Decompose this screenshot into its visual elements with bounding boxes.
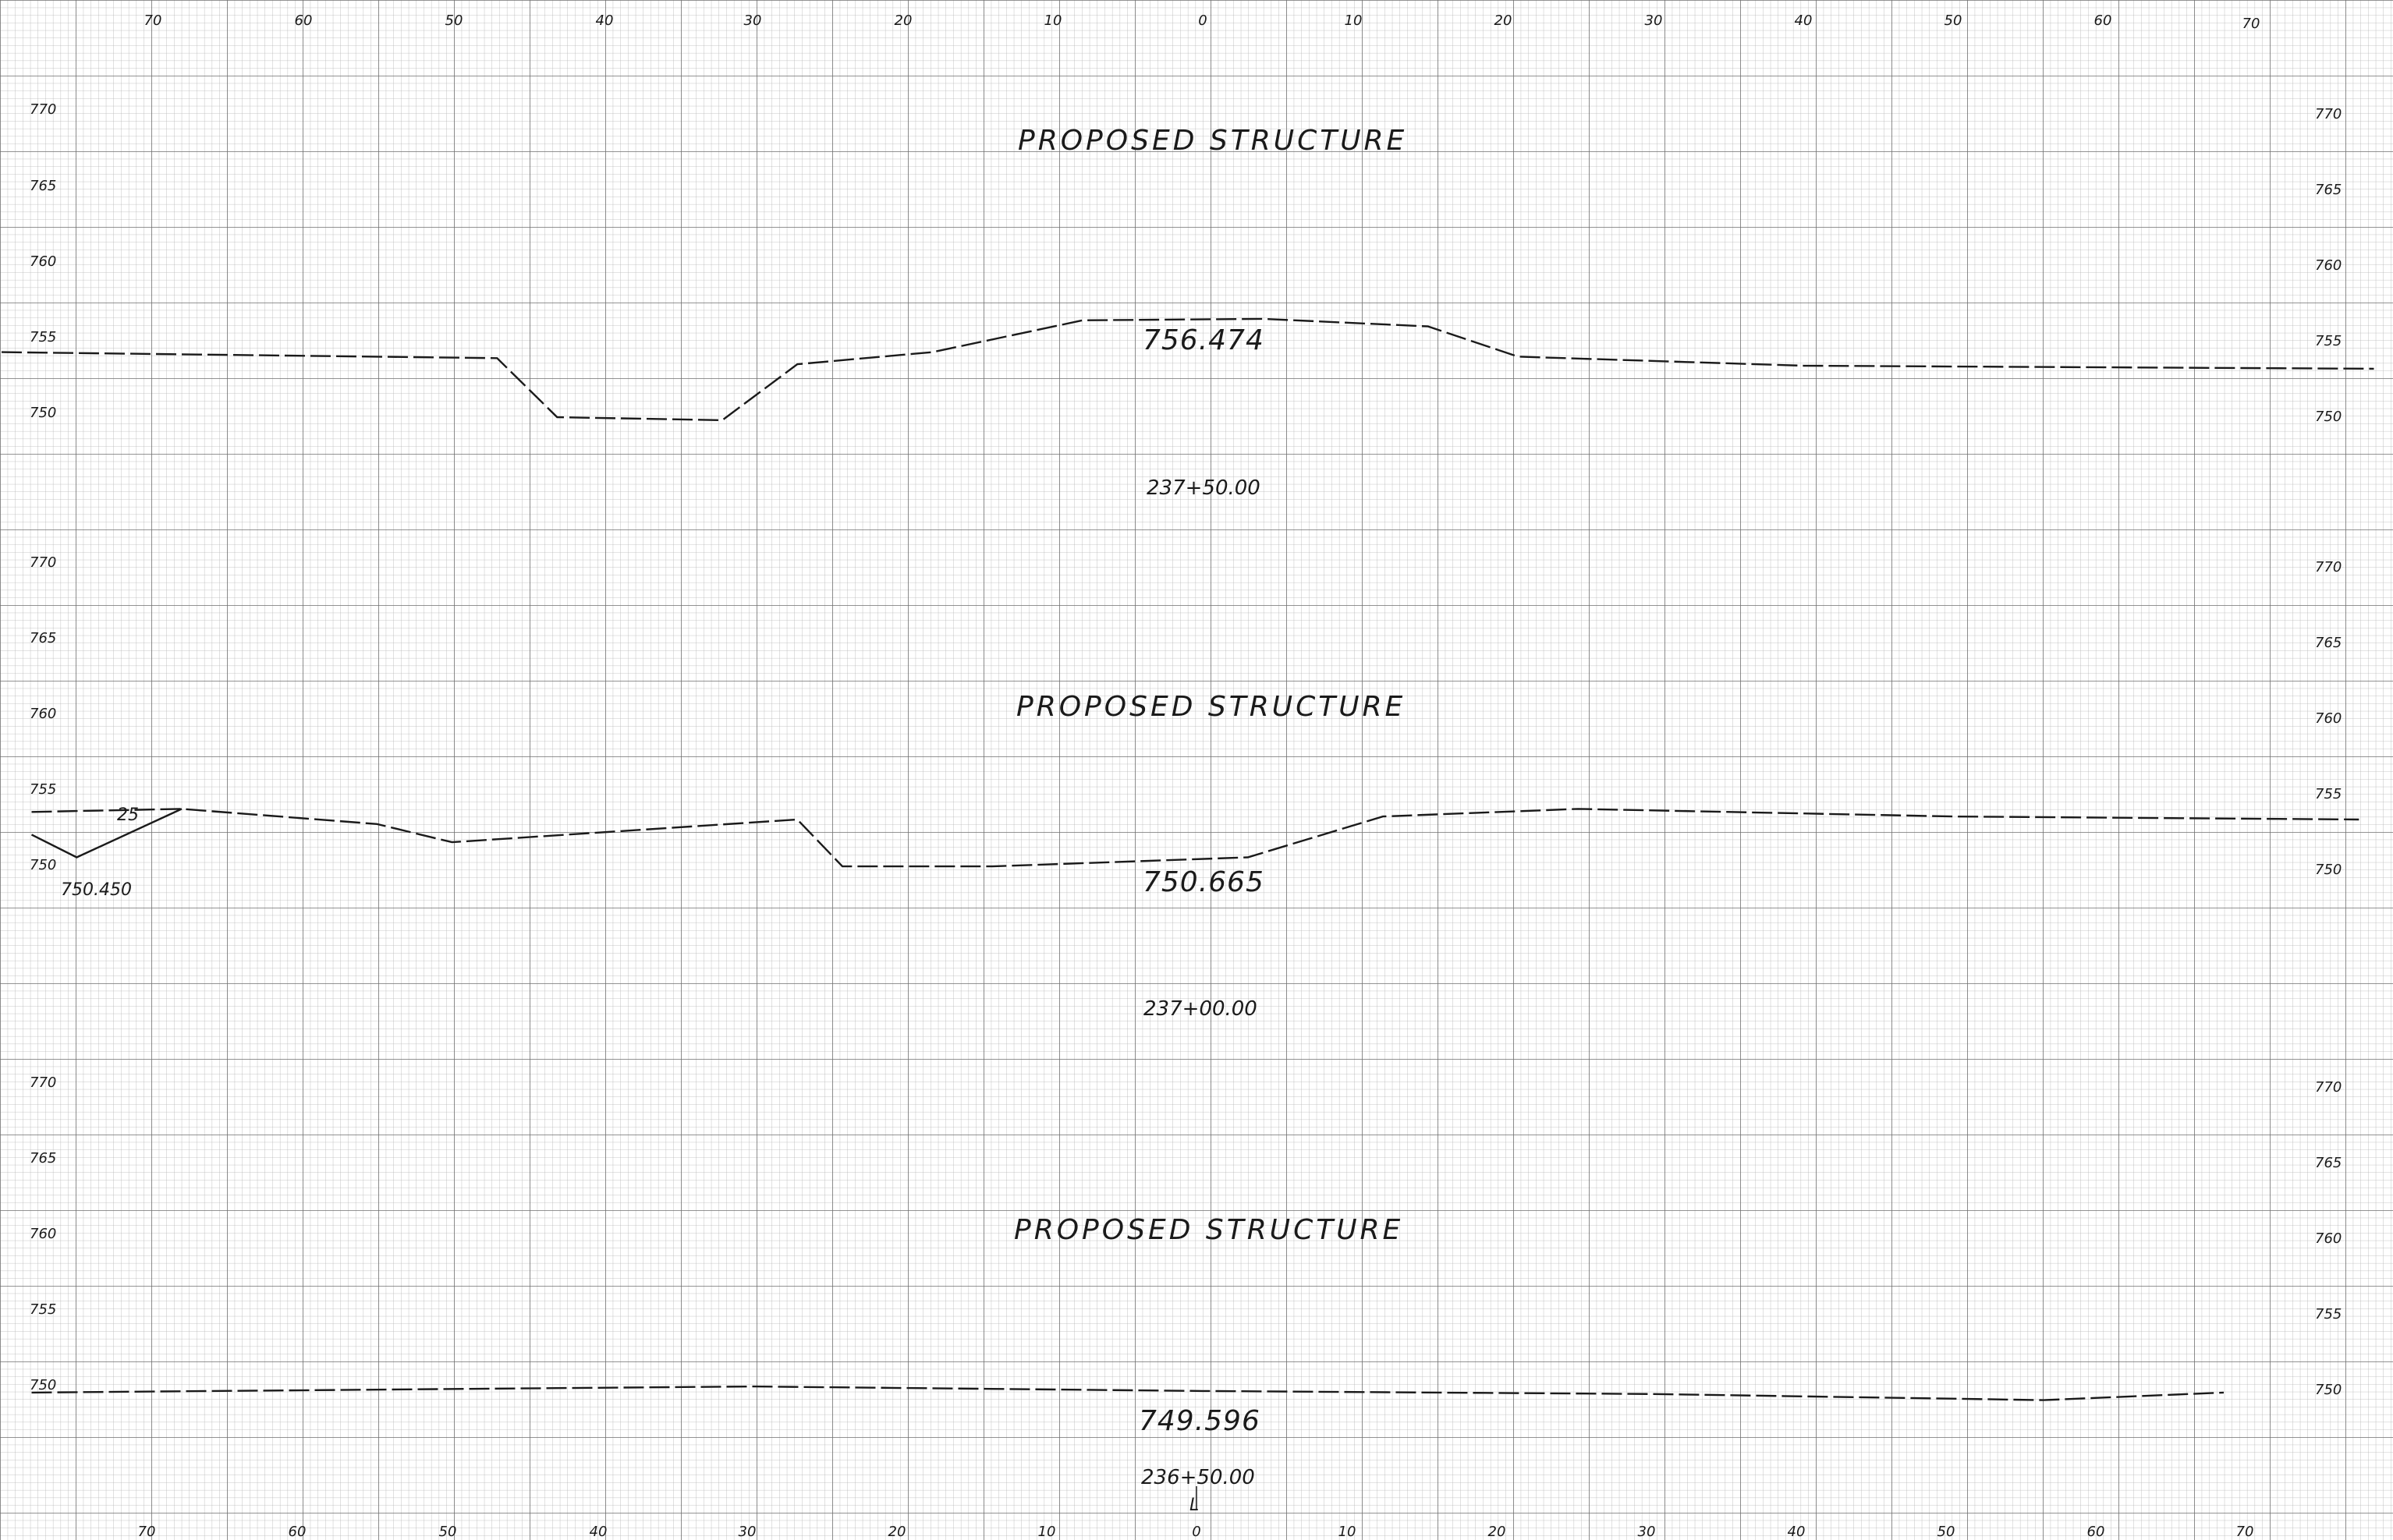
elev-tick-label: 750 bbox=[2315, 1382, 2342, 1398]
section-3-right-elevation-labels: 770 765 760 755 750 bbox=[2315, 1079, 2342, 1398]
bottom-axis-center: 0 bbox=[1192, 1524, 1200, 1540]
section-237-100: 770 765 760 755 750 770 765 760 755 750 … bbox=[30, 554, 2359, 1021]
top-axis-right-10: 10 bbox=[1345, 12, 1363, 29]
bottom-axis-right-60: 60 bbox=[2087, 1524, 2105, 1540]
elev-tick-label: 755 bbox=[2315, 786, 2342, 802]
elev-tick-label: 760 bbox=[30, 253, 56, 270]
bottom-axis-right-50: 50 bbox=[1937, 1524, 1955, 1540]
top-axis-right-60: 60 bbox=[2094, 12, 2112, 29]
section-1-elevation-label: 756.474 bbox=[1143, 324, 1264, 356]
elev-tick-label: 760 bbox=[2315, 1230, 2342, 1247]
bottom-axis-right-30: 30 bbox=[1638, 1524, 1656, 1540]
elev-tick-label: 770 bbox=[2315, 106, 2342, 122]
section-2-side-profile bbox=[30, 808, 183, 859]
elev-tick-label: 760 bbox=[30, 1226, 56, 1242]
top-axis-right-30: 30 bbox=[1645, 12, 1663, 29]
elev-tick-label: 765 bbox=[2315, 1155, 2342, 1171]
section-1-right-elevation-labels: 770 765 760 755 750 bbox=[2315, 106, 2342, 425]
top-axis-left-30: 30 bbox=[744, 12, 762, 29]
section-1-station-label: 237+50.00 bbox=[1147, 476, 1260, 500]
bottom-axis-right-40: 40 bbox=[1788, 1524, 1806, 1540]
bottom-axis-left-10: 10 bbox=[1038, 1524, 1056, 1540]
top-axis-left-70: 70 bbox=[144, 12, 162, 29]
elev-tick-label: 750 bbox=[30, 857, 56, 873]
elev-tick-label: 750 bbox=[2315, 862, 2342, 878]
bottom-axis-right-70: 70 bbox=[2236, 1524, 2254, 1540]
section-3-title: PROPOSED STRUCTURE bbox=[1014, 1214, 1403, 1246]
section-2-side-mark: 25 bbox=[117, 805, 139, 825]
section-2-right-elevation-labels: 770 765 760 755 750 bbox=[2315, 559, 2342, 878]
elev-tick-label: 755 bbox=[30, 1301, 56, 1318]
top-axis-center: 0 bbox=[1198, 12, 1207, 29]
bottom-axis-left-40: 40 bbox=[590, 1524, 608, 1540]
top-axis-left-10: 10 bbox=[1044, 12, 1062, 29]
elev-tick-label: 765 bbox=[30, 178, 56, 194]
bottom-offset-axis: 70 60 50 40 30 20 10 0 10 20 30 40 50 60… bbox=[138, 1524, 2254, 1540]
elev-tick-label: 760 bbox=[30, 706, 56, 722]
elev-tick-label: 750 bbox=[30, 405, 56, 421]
section-2-title: PROPOSED STRUCTURE bbox=[1016, 691, 1406, 723]
elev-tick-label: 760 bbox=[2315, 710, 2342, 727]
elev-tick-label: 765 bbox=[30, 630, 56, 646]
section-236-150: 770 765 760 755 750 770 765 760 755 750 … bbox=[30, 1074, 2342, 1515]
section-1-left-elevation-labels: 770 765 760 755 750 bbox=[30, 101, 56, 421]
bottom-axis-left-30: 30 bbox=[739, 1524, 757, 1540]
bottom-axis-left-60: 60 bbox=[289, 1524, 307, 1540]
bottom-axis-left-20: 20 bbox=[888, 1524, 906, 1540]
section-3-station-label: 236+50.00 bbox=[1141, 1466, 1255, 1489]
elev-tick-label: 750 bbox=[2315, 409, 2342, 425]
elev-tick-label: 755 bbox=[2315, 333, 2342, 349]
bottom-axis-right-10: 10 bbox=[1338, 1524, 1356, 1540]
top-axis-right-20: 20 bbox=[1494, 12, 1512, 29]
section-3-elevation-label: 749.596 bbox=[1139, 1405, 1260, 1437]
top-axis-left-60: 60 bbox=[295, 12, 313, 29]
elev-tick-label: 770 bbox=[30, 101, 56, 118]
elev-tick-label: 760 bbox=[2315, 257, 2342, 274]
elev-tick-label: 755 bbox=[2315, 1306, 2342, 1322]
elev-tick-label: 765 bbox=[30, 1150, 56, 1167]
bottom-axis-right-20: 20 bbox=[1488, 1524, 1506, 1540]
section-2-station-label: 237+00.00 bbox=[1143, 997, 1257, 1021]
top-axis-right-70: 70 bbox=[2242, 16, 2260, 32]
section-1-title: PROPOSED STRUCTURE bbox=[1018, 125, 1407, 157]
section-2-left-elevation-labels: 770 765 760 755 750 bbox=[30, 554, 56, 873]
elev-tick-label: 750 bbox=[30, 1377, 56, 1393]
elev-tick-label: 770 bbox=[2315, 559, 2342, 575]
bottom-axis-left-70: 70 bbox=[138, 1524, 156, 1540]
section-237-150: 770 765 760 755 750 770 765 760 755 750 … bbox=[1, 101, 2374, 500]
section-3-centerline-mark: L bbox=[1189, 1496, 1199, 1515]
elev-tick-label: 765 bbox=[2315, 635, 2342, 651]
bottom-axis-left-50: 50 bbox=[439, 1524, 457, 1540]
top-offset-axis: 70 60 50 40 30 20 10 0 10 20 30 40 50 60… bbox=[144, 12, 2260, 32]
elev-tick-label: 765 bbox=[2315, 182, 2342, 198]
elev-tick-label: 770 bbox=[30, 1074, 56, 1091]
section-1-ground-profile bbox=[1, 317, 2374, 422]
section-2-elevation-label: 750.665 bbox=[1143, 866, 1264, 898]
elev-tick-label: 770 bbox=[30, 554, 56, 571]
elev-tick-label: 755 bbox=[30, 781, 56, 798]
top-axis-left-50: 50 bbox=[445, 12, 463, 29]
section-2-side-elevation-label: 750.450 bbox=[61, 880, 132, 900]
top-axis-right-50: 50 bbox=[1945, 12, 1962, 29]
top-axis-left-40: 40 bbox=[596, 12, 614, 29]
elev-tick-label: 755 bbox=[30, 329, 56, 345]
section-3-ground-profile bbox=[31, 1385, 2225, 1401]
section-3-left-elevation-labels: 770 765 760 755 750 bbox=[30, 1074, 56, 1393]
section-2-ground-profile bbox=[31, 808, 2359, 868]
top-axis-right-40: 40 bbox=[1795, 12, 1813, 29]
elev-tick-label: 770 bbox=[2315, 1079, 2342, 1096]
top-axis-left-20: 20 bbox=[895, 12, 913, 29]
